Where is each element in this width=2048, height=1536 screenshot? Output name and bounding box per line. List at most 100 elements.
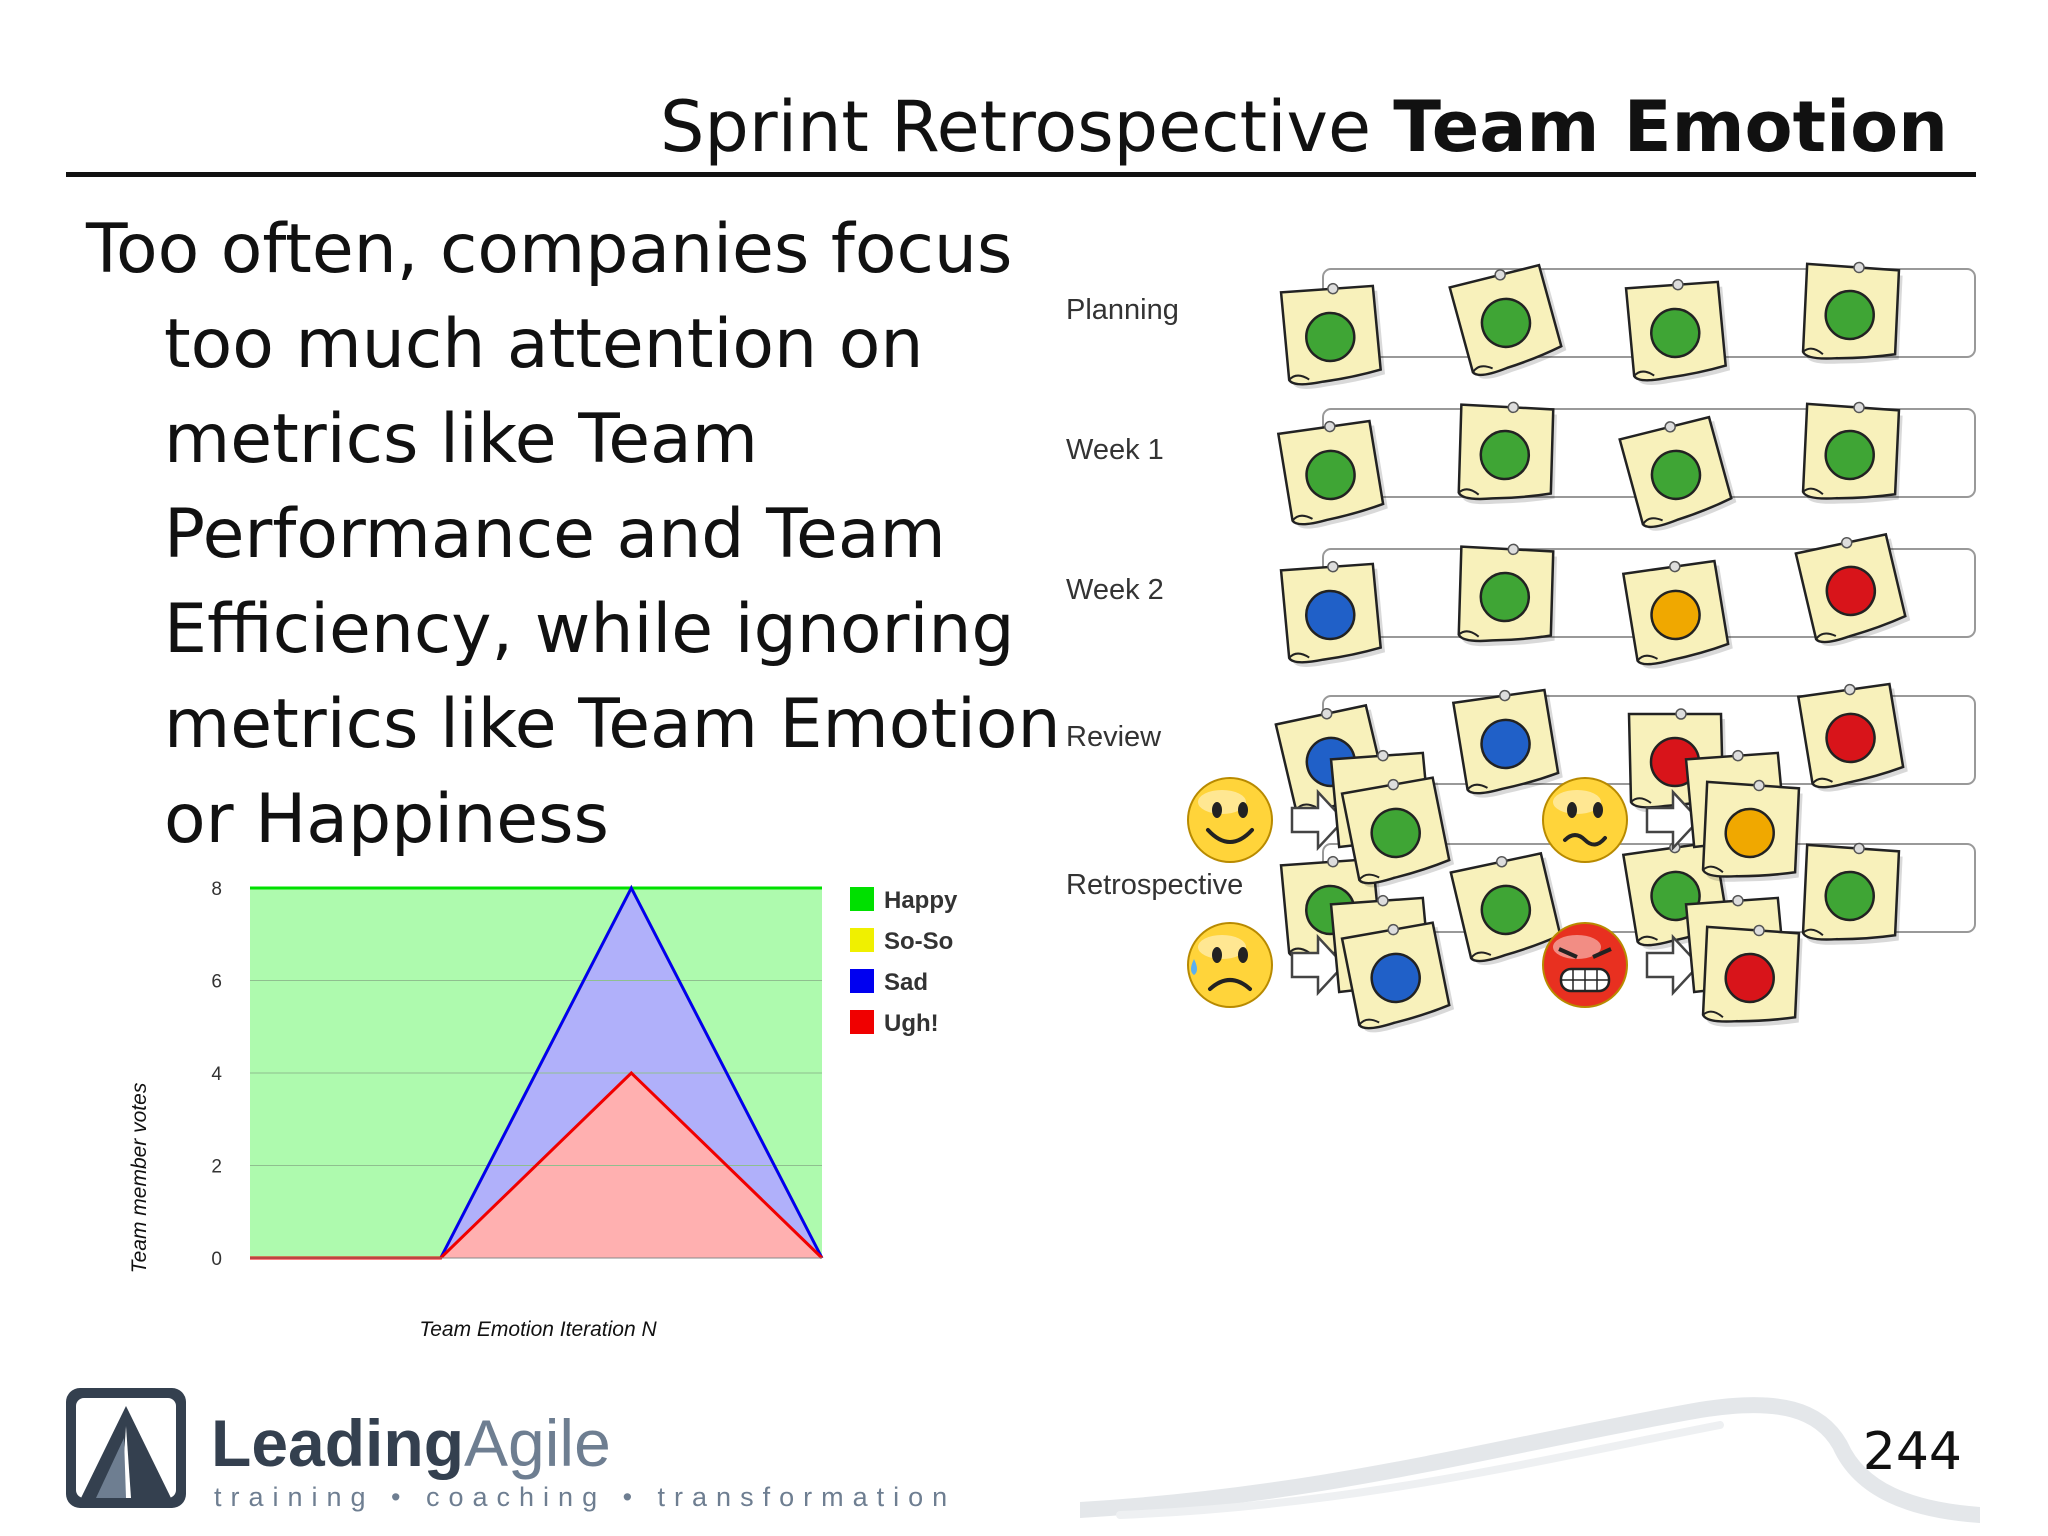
emotion-dot-red — [1724, 952, 1775, 1004]
legend-label: Ugh! — [884, 1010, 939, 1037]
board-row-week-2: Week 2 — [1066, 532, 1976, 669]
legend-swatch — [850, 887, 874, 911]
pin-icon — [1664, 421, 1676, 433]
logo-mark-icon — [66, 1388, 186, 1508]
svg-text:LeadingAgile: LeadingAgile — [211, 1406, 611, 1480]
pin-icon — [1327, 560, 1339, 573]
logo-tagline: training • coaching • transformation — [214, 1482, 956, 1512]
pin-icon — [1387, 923, 1400, 936]
chart-y-tick-label: 2 — [211, 1157, 222, 1178]
logo-name-agile: Agile — [464, 1406, 611, 1480]
emotion-legend-item — [1542, 749, 1803, 882]
board-row-review: Review — [1066, 682, 1976, 818]
emotion-dot-yellow — [1724, 807, 1775, 859]
angry-face-icon — [1542, 922, 1628, 1008]
sticky-note — [1340, 776, 1455, 888]
chart-y-label: Team member votes — [128, 1082, 151, 1273]
chart-x-label: Team Emotion Iteration N — [419, 1318, 657, 1341]
chart-y-tick-label: 4 — [211, 1064, 222, 1085]
sticky-note — [1449, 851, 1566, 966]
emotion-dot-green — [1305, 311, 1356, 363]
pin-icon — [1840, 536, 1853, 549]
emotion-dot-red — [1825, 712, 1876, 764]
title-normal: Sprint Retrospective — [659, 86, 1394, 168]
sticky-note — [1701, 779, 1803, 882]
pin-icon — [1853, 842, 1865, 855]
row-label: Week 1 — [1066, 434, 1164, 466]
arrow-right-icon — [1645, 933, 1701, 997]
chart-y-tick-label: 0 — [211, 1249, 222, 1270]
emotion-dot-green — [1480, 297, 1532, 349]
sticky-note — [1448, 263, 1567, 379]
page-number: 244 — [1862, 1422, 1962, 1482]
pin-icon — [1507, 401, 1520, 414]
pin-icon — [1495, 855, 1508, 868]
sticky-note — [1801, 261, 1903, 364]
emotion-dot-green — [1650, 307, 1701, 359]
arrow-right-icon — [1290, 933, 1346, 997]
pin-icon — [1327, 855, 1339, 868]
sticky-note — [1451, 688, 1563, 798]
slide-title: Sprint Retrospective Team Emotion — [0, 86, 1948, 168]
sticky-note — [1457, 543, 1557, 647]
row-label: Review — [1066, 721, 1162, 753]
pin-icon — [1675, 708, 1687, 720]
team-emotion-chart: 0 2 4 6 8 Happy So-So Sad Ugh! Team member vote… — [128, 879, 958, 1341]
body-text: Too often, companies focus too much atte… — [86, 210, 1061, 859]
emotion-dot-blue — [1305, 589, 1356, 641]
sticky-note — [1279, 560, 1386, 667]
emotion-dot-green — [1824, 429, 1875, 481]
pin-icon — [1844, 683, 1856, 696]
chart-plot-area — [250, 884, 824, 1260]
pin-icon — [1753, 779, 1765, 792]
emotion-dot-green — [1650, 449, 1702, 501]
emotion-dot-green — [1305, 449, 1356, 501]
pin-icon — [1753, 924, 1765, 937]
sticky-note — [1340, 921, 1455, 1033]
logo-name-leading: Leading — [211, 1406, 464, 1480]
sad-face-icon — [1187, 922, 1273, 1008]
sticky-note — [1621, 559, 1733, 669]
sticky-note — [1279, 282, 1386, 389]
chart-y-tick-label: 8 — [211, 879, 222, 900]
pin-icon — [1853, 261, 1865, 274]
pin-icon — [1853, 401, 1865, 414]
sticky-note — [1618, 415, 1737, 531]
legend-label: Happy — [884, 887, 958, 914]
board-row-planning: Planning — [1066, 261, 1976, 389]
sticky-note — [1701, 924, 1803, 1027]
sticky-note — [1801, 401, 1903, 504]
sticky-note — [1276, 419, 1388, 529]
row-label: Planning — [1066, 294, 1179, 326]
emotion-board-rows: Planning Week 1 Week 2 Review Retrospective — [1066, 261, 1976, 966]
emotion-dot-green — [1824, 289, 1875, 341]
emotion-board: Planning Week 1 Week 2 Review Retrospective — [1066, 261, 1976, 1033]
pin-icon — [1507, 543, 1520, 556]
pin-icon — [1672, 278, 1684, 291]
emotion-dot-yellow — [1650, 589, 1701, 641]
pin-icon — [1387, 778, 1400, 791]
sticky-note — [1801, 842, 1903, 945]
legend-swatch — [850, 969, 874, 993]
emotion-dot-green — [1480, 884, 1532, 936]
emotion-legend-item — [1187, 749, 1455, 888]
emotion-legend-item — [1542, 894, 1803, 1027]
legend-label: So-So — [884, 928, 953, 955]
pin-icon — [1324, 420, 1336, 433]
unsure-face-icon — [1542, 777, 1628, 863]
title-rule — [66, 172, 1976, 177]
board-row-week-1: Week 1 — [1066, 401, 1976, 531]
legend-swatch — [850, 928, 874, 952]
arrow-right-icon — [1645, 788, 1701, 852]
pin-icon — [1320, 707, 1333, 720]
sticky-note — [1796, 682, 1908, 792]
emotion-dot-green — [1370, 807, 1421, 859]
title-bold: Team Emotion — [1393, 86, 1948, 168]
emotion-dot-blue — [1370, 952, 1421, 1004]
emotion-legend — [1187, 749, 1803, 1033]
chart-legend: Happy So-So Sad Ugh! — [850, 887, 958, 1037]
sticky-note — [1794, 532, 1911, 647]
footer-swoosh — [1080, 1397, 1980, 1523]
emotion-dot-green — [1479, 429, 1531, 481]
pin-icon — [1494, 269, 1506, 281]
